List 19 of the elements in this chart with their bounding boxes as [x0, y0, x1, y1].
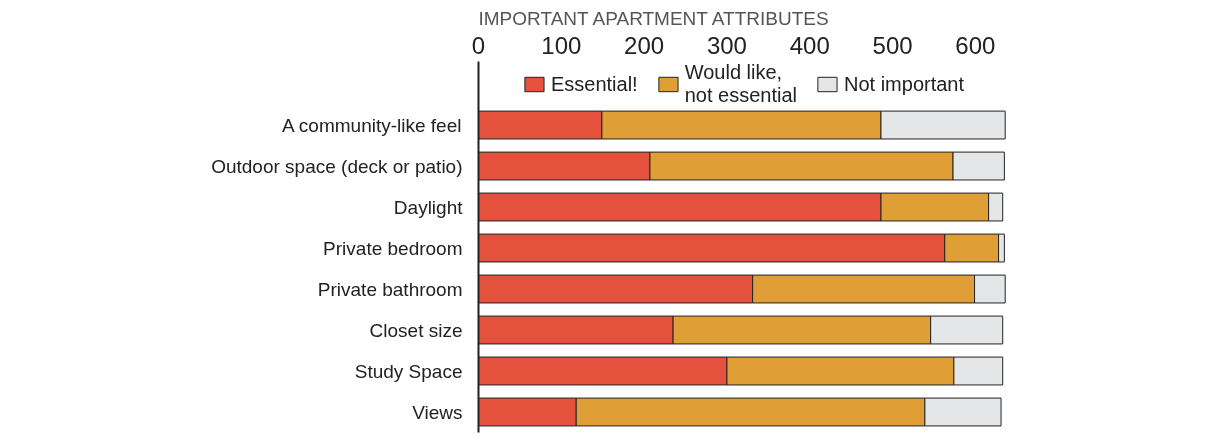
x-tick-label: 100: [541, 31, 582, 59]
legend-label: Not important: [843, 72, 965, 96]
x-tick-label: 0: [471, 31, 486, 59]
chart-title: IMPORTANT APARTMENT ATTRIBUTES: [478, 7, 829, 29]
y-tick-label: Private bathroom: [317, 278, 463, 300]
x-tick-label: 200: [624, 31, 665, 59]
x-tick-label: 600: [955, 31, 996, 59]
x-tick-label: 500: [872, 31, 913, 59]
y-tick-label: A community-like feel: [281, 114, 462, 136]
legend-label: Essential!: [550, 72, 638, 96]
y-tick-label: Study Space: [354, 360, 463, 382]
y-tick-label: Views: [412, 401, 463, 423]
y-tick-label: Daylight: [393, 196, 464, 218]
y-tick-label: Private bedroom: [323, 237, 463, 259]
y-tick-label: Closet size: [369, 319, 463, 341]
x-tick-label: 300: [706, 31, 747, 59]
y-tick-label: Outdoor space (deck or patio): [211, 155, 463, 177]
x-tick-label: 400: [789, 31, 830, 59]
legend-label: Would like, not essential: [684, 61, 797, 107]
